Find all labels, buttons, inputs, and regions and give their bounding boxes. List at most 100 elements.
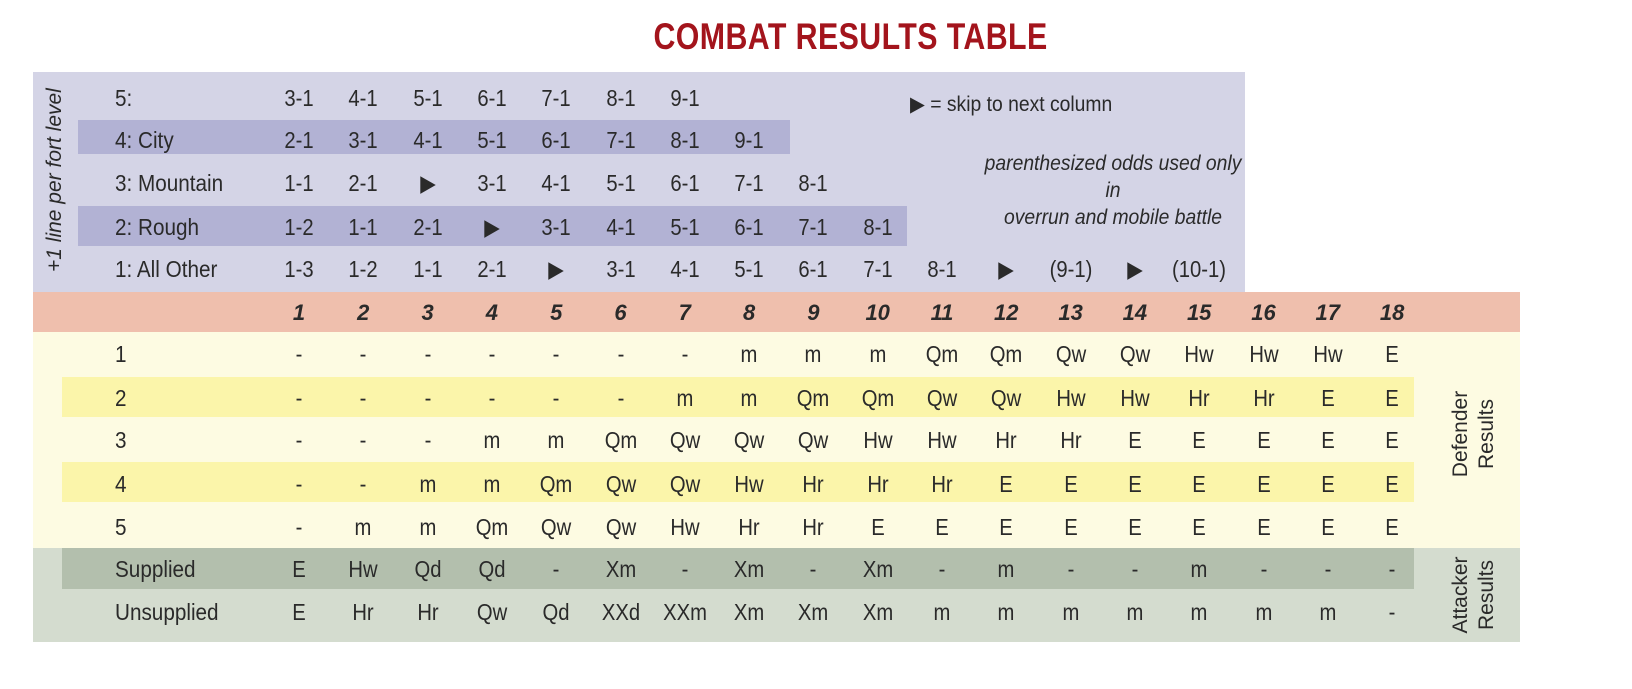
defender-result-cell: E	[1256, 514, 1271, 540]
defender-result-cell: Hr	[1059, 427, 1082, 453]
odds-cell: 5-1	[734, 256, 764, 282]
defender-result-cell: -	[488, 341, 496, 367]
defender-result-cell: Qw	[669, 471, 700, 497]
odds-cell: 2-1	[412, 214, 443, 240]
odds-cell: (9-1)	[1049, 256, 1092, 282]
defender-result-cell: Qw	[669, 427, 700, 453]
defender-section	[33, 332, 1520, 548]
fort-level-note: +1 line per fort level	[43, 88, 66, 272]
skip-arrow-icon: ▶	[910, 93, 925, 116]
defender-result-cell: -	[617, 341, 624, 367]
skip-arrow-icon: ▶	[548, 256, 564, 282]
defender-results-label: Defender Results	[1448, 390, 1500, 478]
defender-row-label: 5	[115, 514, 127, 540]
defender-result-cell: Qw	[1119, 341, 1151, 367]
skip-arrow-icon: ▶	[998, 256, 1015, 282]
defender-result-cell: E	[1321, 385, 1335, 411]
attacker-result-cell: m	[1190, 556, 1208, 582]
terrain-row-label: 4: City	[115, 127, 174, 153]
skip-arrow-icon: ▶	[1127, 256, 1143, 282]
defender-result-cell: -	[295, 427, 303, 453]
attacker-result-cell: -	[938, 556, 946, 582]
defender-result-cell: Hr	[802, 514, 825, 540]
defender-result-cell: Hw	[927, 427, 957, 453]
defender-result-cell: E	[1063, 514, 1078, 540]
column-header: 2	[357, 300, 370, 325]
attacker-result-cell: Hr	[352, 599, 374, 625]
defender-result-cell: -	[424, 427, 431, 453]
defender-result-cell: m	[354, 514, 372, 540]
attacker-row-label: Unsupplied	[115, 599, 219, 625]
odds-cell: 1-3	[284, 256, 314, 282]
attacker-result-cell: m	[1190, 599, 1208, 625]
column-header: 14	[1122, 300, 1148, 325]
attacker-result-cell: Xm	[862, 599, 893, 625]
defender-result-cell: -	[424, 385, 431, 411]
attacker-results-label: Attacker Results	[1448, 554, 1500, 636]
odds-cell: 9-1	[670, 85, 700, 111]
odds-cell: 7-1	[798, 214, 829, 240]
odds-cell: 7-1	[734, 170, 764, 196]
attacker-result-cell: -	[810, 556, 817, 582]
defender-result-cell: m	[676, 385, 694, 411]
defender-result-cell: E	[870, 514, 885, 540]
odds-cell: 7-1	[863, 256, 893, 282]
attacker-result-cell: -	[1388, 556, 1396, 582]
attacker-result-cell: Xm	[733, 599, 765, 625]
column-header: 8	[742, 300, 756, 325]
attacker-result-cell: Hr	[416, 599, 439, 625]
column-header: 11	[930, 300, 954, 325]
odds-cell: 3-1	[541, 214, 571, 240]
skip-legend: ▶ = skip to next column	[910, 93, 1112, 117]
defender-result-cell: Qm	[925, 341, 959, 367]
column-header: 9	[807, 300, 820, 325]
defender-result-cell: Qw	[541, 514, 572, 540]
defender-result-cell: E	[1385, 341, 1399, 367]
attacker-result-cell: m	[997, 556, 1015, 582]
odds-cell: 8-1	[670, 127, 700, 153]
column-header: 16	[1251, 300, 1276, 325]
defender-result-cell: Qm	[989, 341, 1023, 367]
odds-cell: 3-1	[284, 85, 314, 111]
odds-cell: 7-1	[541, 85, 571, 111]
defender-result-cell: Hr	[995, 427, 1017, 453]
odds-cell: 1-1	[348, 214, 378, 240]
attacker-result-cell: Qd	[542, 599, 570, 625]
defender-result-cell: Qm	[539, 471, 573, 497]
defender-result-cell: m	[740, 385, 758, 411]
defender-result-cell: Hw	[1120, 385, 1150, 411]
attacker-result-cell: E	[292, 599, 306, 625]
defender-row-label: 1	[115, 341, 127, 367]
attacker-result-cell: Qw	[476, 599, 508, 625]
odds-cell: 3-1	[477, 170, 507, 196]
odds-cell: 4-1	[348, 85, 378, 111]
column-header: 12	[994, 300, 1019, 325]
defender-result-cell: E	[1192, 471, 1206, 497]
odds-cell: 7-1	[605, 127, 636, 153]
attacker-result-cell: -	[1131, 556, 1139, 582]
defender-result-cell: -	[359, 471, 367, 497]
defender-result-cell: E	[1385, 385, 1399, 411]
defender-result-cell: Hw	[1248, 341, 1279, 367]
defender-result-cell: Qm	[861, 385, 894, 411]
defender-result-cell: Hw	[1184, 341, 1214, 367]
defender-result-cell: -	[424, 341, 431, 367]
defender-result-cell: m	[740, 341, 758, 367]
defender-row-label: 2	[115, 385, 127, 411]
skip-legend-text: = skip to next column	[930, 93, 1113, 116]
defender-result-cell: Hw	[670, 514, 700, 540]
attacker-result-cell: Xm	[733, 556, 765, 582]
defender-result-cell: E	[1128, 514, 1142, 540]
attacker-result-cell: -	[1388, 599, 1396, 625]
defender-result-cell: -	[295, 341, 303, 367]
defender-result-cell: -	[295, 471, 303, 497]
attacker-label-line-1: Attacker	[1449, 556, 1472, 634]
defender-result-cell: E	[1192, 514, 1206, 540]
defender-label-line-1: Defender	[1449, 390, 1472, 478]
table-title: COMBAT RESULTS TABLE	[653, 16, 1048, 57]
odds-cell: 1-1	[412, 256, 443, 282]
column-header: 13	[1058, 300, 1083, 325]
defender-result-cell: Qm	[475, 514, 509, 540]
terrain-stripe-city	[78, 120, 790, 154]
attacker-result-cell: XXd	[601, 599, 640, 625]
